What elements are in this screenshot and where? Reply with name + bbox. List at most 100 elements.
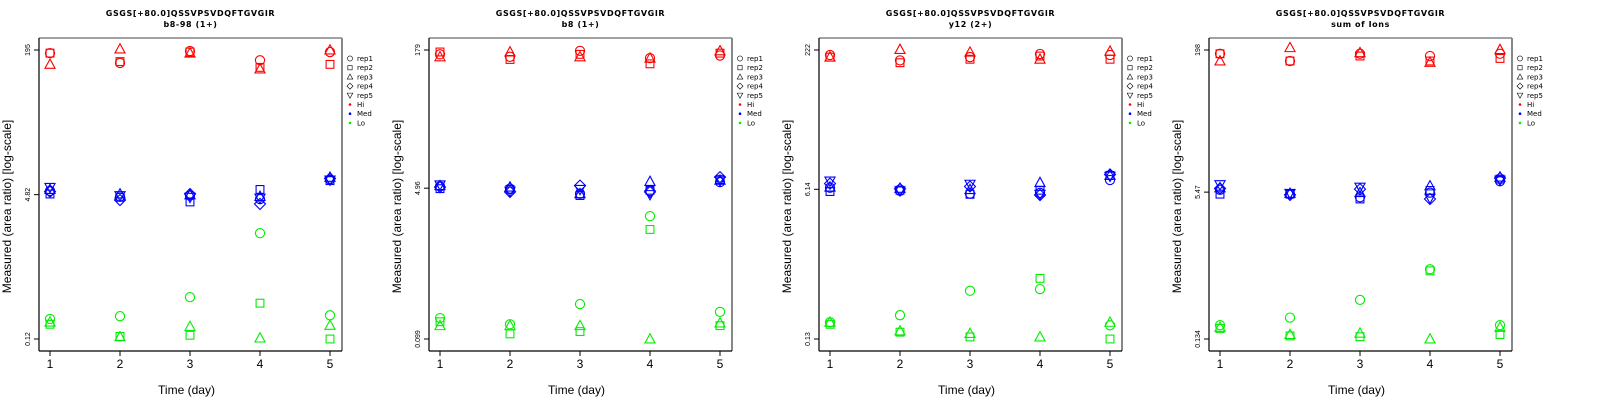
point-med-rep2-day3 (185, 197, 195, 207)
legend-label: Lo (357, 119, 365, 127)
point-med-rep3-day4 (644, 175, 656, 187)
circle-icon (737, 55, 743, 62)
point-med-rep4-day1 (43, 185, 57, 198)
series-lo-rep1 (1214, 264, 1506, 331)
series-med-rep5 (434, 176, 726, 202)
point-hi-rep2-day1 (1215, 49, 1225, 59)
diamond-icon (736, 82, 744, 90)
x-tick-label: 2 (1287, 357, 1294, 371)
legend-hi-dot-icon (738, 103, 742, 106)
legend-med-dot-icon (738, 112, 742, 115)
point-lo-rep1-day5 (1494, 320, 1506, 331)
point-lo-rep3-day2 (114, 330, 126, 342)
point-hi-rep1-day5 (714, 50, 726, 61)
x-axis-label: Time (day) (1328, 383, 1385, 397)
chart-panel-3: GSGS[+80.0]QSSVPSVDQFTGVGIR y12 (2+) 222 6.… (780, 9, 1153, 397)
chart-subtitle: b8-98 (1+) (163, 20, 217, 29)
point-hi-rep2-day2 (895, 58, 905, 68)
legend-rep1-icon (1517, 55, 1523, 62)
point-hi-rep1-day1 (824, 49, 836, 61)
series-lo-rep1 (434, 211, 726, 330)
point-med-rep4-day4 (253, 197, 267, 211)
x-tick-label: 2 (897, 357, 904, 371)
point-med-rep5-day5 (1494, 175, 1506, 187)
legend-label: Lo (747, 119, 755, 127)
point-hi-rep3-day1 (824, 50, 836, 62)
legend-label: Hi (1137, 101, 1144, 109)
series-lo-rep3 (434, 316, 726, 344)
point-hi-rep3-day5 (1104, 44, 1116, 56)
point-med-rep5-day1 (1214, 180, 1226, 192)
legend-med-dot-icon (1518, 112, 1522, 115)
point-lo-rep3-day5 (1104, 315, 1116, 327)
square-icon (737, 65, 743, 71)
point-lo-rep3-day2 (504, 319, 516, 331)
legend-label: rep2 (1527, 64, 1543, 72)
x-tick-label: 4 (1427, 357, 1434, 371)
point-lo-rep3-day2 (894, 324, 906, 336)
legend-lo-dot-icon (1128, 121, 1132, 125)
point-hi-rep3-day4 (1424, 55, 1436, 67)
legend-rep4-icon (1516, 82, 1524, 90)
legend-label: rep3 (747, 73, 763, 81)
legend-rep1-icon (737, 55, 743, 62)
legend-rep2-icon (347, 65, 353, 71)
point-hi-rep2-day3 (1355, 51, 1365, 61)
point-lo-rep3-day1 (44, 315, 56, 327)
point-lo-rep1-day3 (574, 298, 586, 310)
point-lo-rep2-day5 (325, 334, 335, 344)
point-hi-rep1-day1 (1214, 48, 1226, 59)
legend-label: rep3 (1137, 73, 1153, 81)
x-tick-label: 3 (577, 357, 584, 371)
x-tick-label: 1 (1217, 357, 1224, 371)
triangle-down-icon (1126, 92, 1134, 99)
point-med-rep5-day2 (114, 191, 126, 203)
point-med-rep5-day5 (1104, 171, 1116, 183)
y-axis-label: Measured (area ratio) [log-scale] (390, 120, 404, 293)
point-med-rep5-day2 (894, 186, 906, 198)
legend-label: rep3 (357, 73, 373, 81)
legend-label: Med (357, 110, 372, 118)
point-med-rep4-day5 (713, 170, 727, 184)
legend-label: rep2 (357, 64, 373, 72)
point-lo-rep1-day3 (184, 292, 196, 303)
chart-title: GSGS[+80.0]QSSVPSVDQFTGVGIR (106, 9, 275, 18)
legend-rep2-icon (1127, 65, 1133, 71)
series-med-rep1 (824, 174, 1116, 199)
legend-label: rep5 (1137, 92, 1153, 100)
triangle-up-icon (1516, 73, 1524, 80)
point-med-rep3-day4 (254, 190, 266, 201)
point-lo-rep2-day3 (185, 330, 195, 340)
legend-rep5-icon (1516, 92, 1524, 99)
point-lo-rep3-day3 (574, 319, 586, 331)
point-hi-rep2-day4 (645, 59, 655, 69)
diamond-icon (1516, 82, 1524, 90)
triangle-down-icon (736, 92, 744, 99)
series-lo-rep3 (824, 315, 1116, 342)
legend-label: rep1 (357, 55, 373, 63)
point-med-rep4-day3 (573, 179, 587, 192)
point-med-rep3-day4 (1034, 176, 1046, 188)
series-lo-rep1 (44, 227, 336, 325)
point-lo-rep3-day1 (434, 319, 446, 331)
point-lo-rep1-day2 (1284, 312, 1296, 323)
point-lo-rep2-day4 (645, 224, 655, 234)
point-lo-rep3-day4 (254, 331, 266, 343)
legend-label: rep2 (1137, 64, 1153, 72)
point-hi-rep3-day3 (574, 50, 586, 62)
x-tick-label: 4 (257, 357, 264, 371)
y-tick-label: 195 (25, 44, 32, 56)
point-hi-rep3-day4 (644, 51, 656, 63)
series-med-rep5 (44, 175, 336, 205)
point-hi-rep3-day5 (1494, 43, 1506, 55)
series-hi-rep3 (824, 43, 1116, 64)
series-med-rep4 (433, 170, 727, 199)
legend-rep5-icon (346, 92, 354, 99)
series-lo-rep2 (435, 224, 725, 339)
square-icon (1127, 65, 1133, 71)
point-hi-rep3-day1 (44, 57, 56, 69)
legend-label: Hi (357, 101, 364, 109)
point-med-rep5-day4 (254, 193, 266, 205)
